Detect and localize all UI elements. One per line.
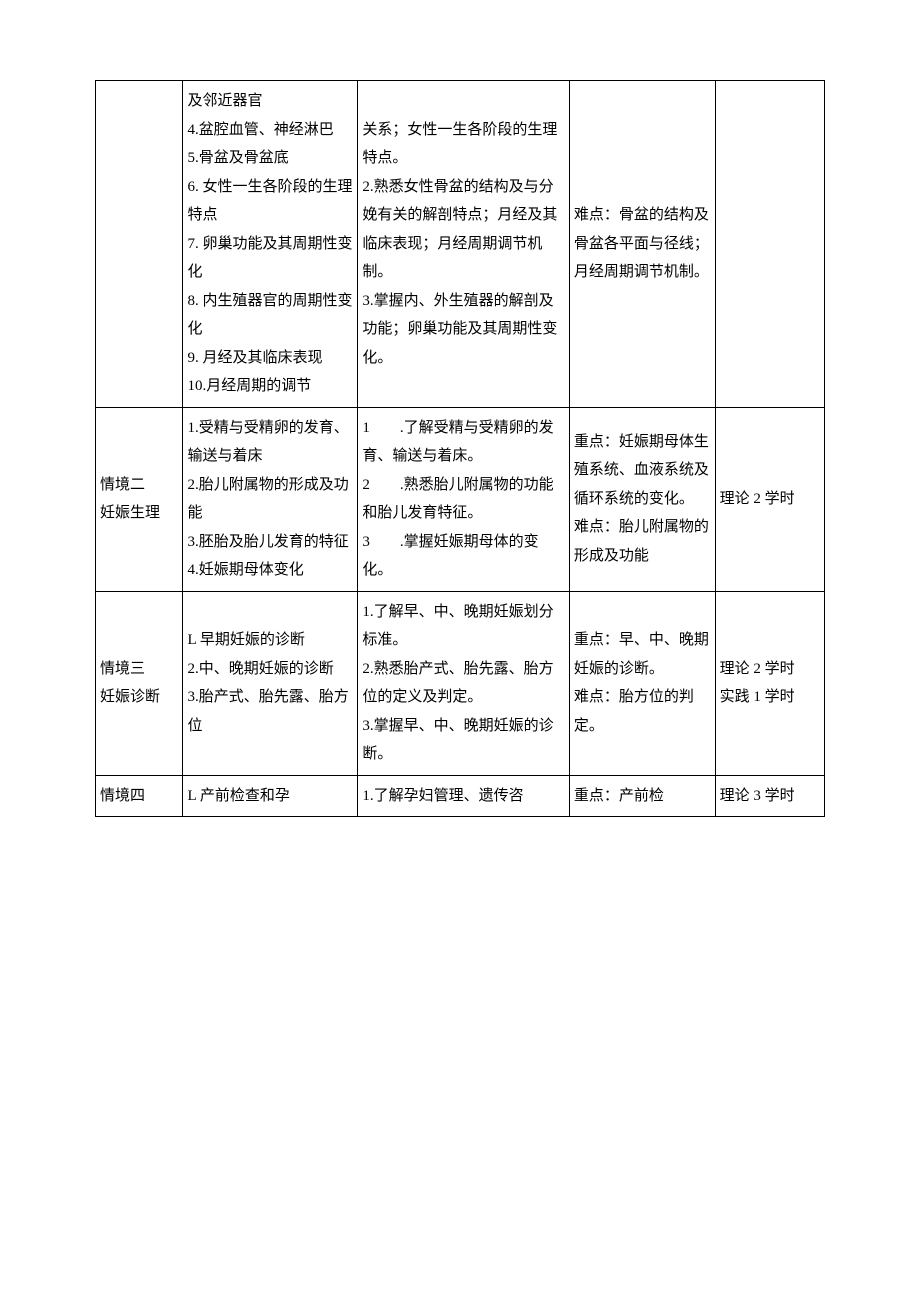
table-cell: 情境二妊娠生理 <box>96 407 183 591</box>
table-cell: 重点：产前检 <box>569 775 715 817</box>
table-cell: 关系；女性一生各阶段的生理特点。2.熟悉女性骨盆的结构及与分娩有关的解剖特点；月… <box>358 81 569 408</box>
table-row: 情境三妊娠诊断L 早期妊娠的诊断2.中、晚期妊娠的诊断3.胎产式、胎先露、胎方位… <box>96 591 825 775</box>
table-cell: 理论 2 学时 <box>715 407 824 591</box>
table-cell: L 产前检查和孕 <box>183 775 358 817</box>
table-cell: 1.了解孕妇管理、遗传咨 <box>358 775 569 817</box>
table-cell: 及邻近器官4.盆腔血管、神经淋巴5.骨盆及骨盆底6. 女性一生各阶段的生理特点7… <box>183 81 358 408</box>
table-cell: 重点：早、中、晚期妊娠的诊断。难点：胎方位的判定。 <box>569 591 715 775</box>
table-cell: 情境三妊娠诊断 <box>96 591 183 775</box>
table-cell: 理论 2 学时实践 1 学时 <box>715 591 824 775</box>
table-cell: L 早期妊娠的诊断2.中、晚期妊娠的诊断3.胎产式、胎先露、胎方位 <box>183 591 358 775</box>
table-cell: 重点：妊娠期母体生殖系统、血液系统及循环系统的变化。难点：胎儿附属物的形成及功能 <box>569 407 715 591</box>
table-cell: 1.了解早、中、晚期妊娠划分标准。2.熟悉胎产式、胎先露、胎方位的定义及判定。3… <box>358 591 569 775</box>
table-body: 及邻近器官4.盆腔血管、神经淋巴5.骨盆及骨盆底6. 女性一生各阶段的生理特点7… <box>96 81 825 817</box>
page-container: 及邻近器官4.盆腔血管、神经淋巴5.骨盆及骨盆底6. 女性一生各阶段的生理特点7… <box>0 0 920 877</box>
table-cell: 理论 3 学时 <box>715 775 824 817</box>
table-cell <box>96 81 183 408</box>
table-cell: 1.受精与受精卵的发育、输送与着床2.胎儿附属物的形成及功能3.胚胎及胎儿发育的… <box>183 407 358 591</box>
table-row: 情境二妊娠生理1.受精与受精卵的发育、输送与着床2.胎儿附属物的形成及功能3.胚… <box>96 407 825 591</box>
table-row: 情境四L 产前检查和孕1.了解孕妇管理、遗传咨重点：产前检理论 3 学时 <box>96 775 825 817</box>
table-cell: 情境四 <box>96 775 183 817</box>
table-row: 及邻近器官4.盆腔血管、神经淋巴5.骨盆及骨盆底6. 女性一生各阶段的生理特点7… <box>96 81 825 408</box>
table-cell: 1 .了解受精与受精卵的发育、输送与着床。2 .熟悉胎儿附属物的功能和胎儿发育特… <box>358 407 569 591</box>
table-cell: 难点：骨盆的结构及骨盆各平面与径线；月经周期调节机制。 <box>569 81 715 408</box>
curriculum-table: 及邻近器官4.盆腔血管、神经淋巴5.骨盆及骨盆底6. 女性一生各阶段的生理特点7… <box>95 80 825 817</box>
table-cell <box>715 81 824 408</box>
